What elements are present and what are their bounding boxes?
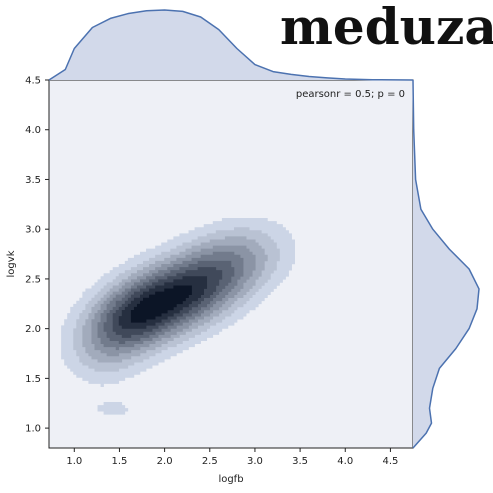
marginal-x-density xyxy=(48,9,414,81)
x-tick-label-0: 1.0 xyxy=(66,456,82,467)
x-axis-label: logfb xyxy=(218,474,243,485)
x-tick-label-4: 3.0 xyxy=(247,456,263,467)
y-tick-label-6: 4.0 xyxy=(25,125,41,136)
marginal-x-line xyxy=(48,9,414,81)
x-tick-label-5: 3.5 xyxy=(292,456,308,467)
x-axis: 1.0 1.5 2.0 2.5 3.0 3.5 4.0 4.5 xyxy=(66,448,398,467)
pearson-annotation: pearsonr = 0.5; p = 0 xyxy=(296,89,405,100)
marginal-y-line xyxy=(412,79,480,449)
x-tick-label-6: 4.0 xyxy=(337,456,353,467)
y-axis-label: logvk xyxy=(6,250,17,277)
density-contours xyxy=(61,218,295,415)
x-tick-label-7: 4.5 xyxy=(382,456,398,467)
marginal-y-area xyxy=(413,80,479,448)
y-axis: 1.0 1.5 2.0 2.5 3.0 3.5 4.0 4.5 xyxy=(25,76,49,435)
y-tick-label-3: 2.5 xyxy=(25,274,41,285)
y-tick-label-4: 3.0 xyxy=(25,225,41,236)
logo-text: meduza xyxy=(280,0,493,56)
y-tick-label-1: 1.5 xyxy=(25,374,41,385)
y-tick-label-2: 2.0 xyxy=(25,324,41,335)
y-tick-label-0: 1.0 xyxy=(25,424,41,435)
logo: meduza xyxy=(280,0,493,56)
y-tick-label-7: 4.5 xyxy=(25,76,41,87)
marginal-y-density xyxy=(412,79,480,449)
contour-level-9 xyxy=(130,285,192,323)
y-tick-label-5: 3.5 xyxy=(25,175,41,186)
x-tick-label-3: 2.5 xyxy=(202,456,218,467)
x-tick-label-2: 2.0 xyxy=(157,456,173,467)
marginal-x-area xyxy=(49,10,413,80)
x-tick-label-1: 1.5 xyxy=(111,456,127,467)
